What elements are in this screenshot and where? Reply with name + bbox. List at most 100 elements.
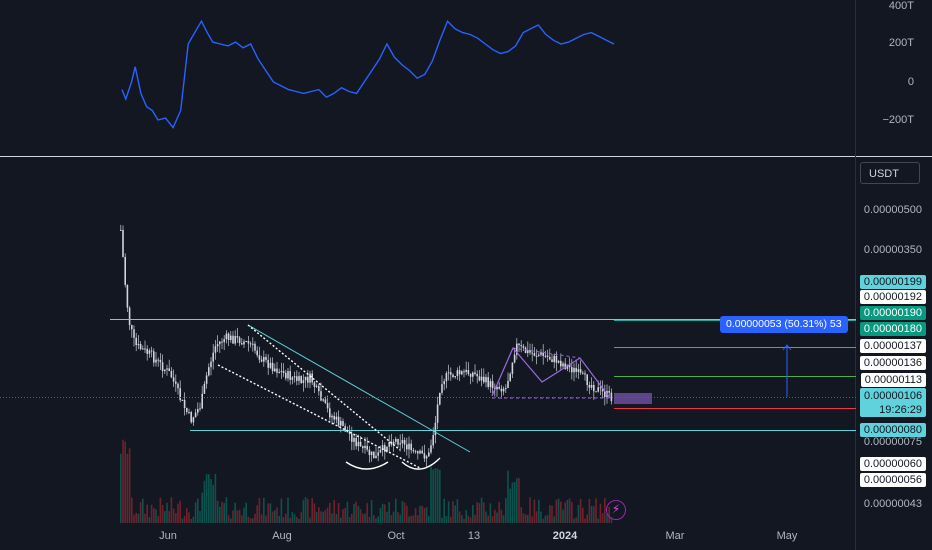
volume-bar [582, 507, 584, 523]
candle-body [177, 383, 179, 389]
volume-bar [274, 510, 276, 523]
volume-bar [243, 507, 245, 523]
volume-bar [256, 505, 258, 523]
volume-bar [161, 504, 164, 523]
candle-body [199, 408, 201, 410]
candle-body [469, 373, 472, 377]
volume-bar [595, 498, 597, 523]
volume-bar [500, 509, 503, 523]
candle-body [388, 441, 390, 447]
candle-body [373, 451, 375, 459]
volume-bar [362, 513, 364, 523]
volume-bar [258, 498, 261, 523]
candle-body [447, 372, 450, 374]
candle-body [362, 446, 364, 449]
candle-body [344, 426, 346, 432]
candle-body [582, 372, 584, 374]
last-price-label: 0.00000106 19:26:29 [860, 388, 926, 417]
volume-bar [406, 505, 408, 523]
candle-body [472, 372, 474, 377]
candle-body [432, 435, 434, 446]
candle-body [419, 450, 421, 454]
candle-body [131, 325, 133, 330]
volume-bar [419, 506, 421, 523]
volume-bar [210, 479, 212, 523]
volume-bar [216, 500, 219, 523]
volume-bar [150, 504, 153, 523]
volume-bar [344, 508, 346, 523]
candle-body [381, 445, 384, 451]
volume-bar [368, 516, 371, 523]
volume-bar [463, 518, 465, 523]
volume-bar [439, 469, 441, 523]
volume-bar [252, 518, 254, 523]
channel-lower-dotted [217, 364, 421, 469]
candle-body [230, 335, 232, 340]
osc-tick-400t: 400T [888, 0, 914, 12]
candle-body [161, 362, 164, 372]
volume-bar [511, 482, 514, 523]
lightning-icon[interactable]: ⚡︎ [606, 500, 626, 520]
candle-body [608, 391, 610, 393]
price-label-180: 0.00000180 [859, 322, 926, 336]
price-range-measure-label[interactable]: 0.00000053 (50.31%) 53 [720, 316, 848, 333]
candle-body [269, 362, 272, 368]
candle-body [461, 371, 463, 375]
volume-bar [498, 501, 500, 523]
candle-body [595, 391, 597, 393]
candle-body [225, 333, 228, 340]
volume-bar [159, 497, 162, 523]
candle-body [366, 445, 368, 450]
candle-body [254, 343, 256, 351]
price-tick-075: 0.00000075 [863, 436, 922, 448]
volume-bar [531, 516, 533, 523]
volume-bar [491, 516, 494, 523]
candle-body [538, 354, 540, 356]
candle-body [236, 336, 239, 338]
volume-bar [524, 514, 527, 523]
candle-body [179, 388, 181, 401]
candle-body [421, 450, 423, 454]
volume-bar [403, 502, 406, 523]
volume-bar [219, 506, 221, 523]
volume-bar [135, 512, 137, 523]
volume-bar [494, 509, 496, 523]
candle-body [326, 403, 329, 409]
candle-body [238, 337, 241, 344]
price-label-136: 0.00000136 [859, 356, 926, 370]
entry-zone [614, 393, 652, 404]
price-label-192: 0.00000192 [859, 290, 926, 304]
candle-body [122, 229, 124, 257]
candle-body [186, 407, 188, 412]
currency-selector[interactable]: USDT [860, 162, 920, 184]
volume-bar [348, 517, 351, 523]
volume-bar [423, 507, 426, 523]
candle-body [441, 384, 443, 393]
candle-body [181, 399, 184, 401]
candle-body [315, 385, 318, 387]
price-label-080: 0.00000080 [859, 423, 926, 437]
candle-body [227, 333, 230, 340]
volume-bar [430, 466, 432, 523]
candle-body [491, 381, 494, 389]
volume-bar [540, 511, 542, 523]
candle-body [601, 388, 604, 392]
volume-bar [401, 501, 404, 523]
volume-bar [168, 511, 170, 523]
candle-body [483, 376, 485, 383]
candle-body [604, 391, 606, 398]
volume-bar [425, 507, 428, 523]
candle-body [291, 377, 294, 380]
volume-bar [245, 502, 247, 523]
volume-bar [197, 498, 199, 523]
candle-body [335, 416, 338, 420]
measure-arrowhead [782, 344, 792, 351]
volume-bar [434, 468, 437, 523]
candle-body [159, 360, 162, 363]
candle-body [260, 359, 263, 362]
volume-bar [148, 517, 151, 523]
volume-bar [331, 513, 333, 523]
candle-body [364, 445, 366, 449]
candle-body [458, 370, 461, 375]
